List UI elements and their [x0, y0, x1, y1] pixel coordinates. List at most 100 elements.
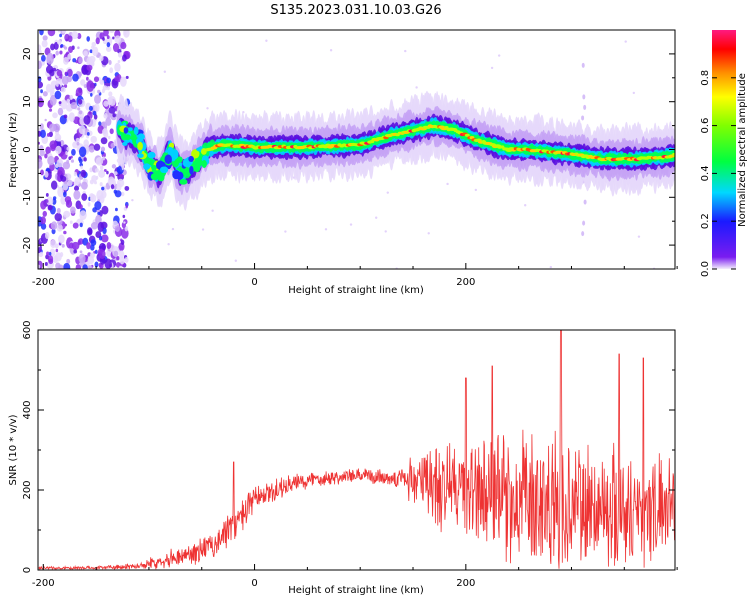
spectrogram-speckle: [95, 156, 104, 166]
spectrogram-speckle: [72, 58, 77, 63]
spectrogram-speckle: [70, 101, 78, 110]
spectrogram-ridge-cell: [201, 160, 207, 168]
spectrogram-ridge-cell: [137, 153, 144, 158]
spectrogram-speckle: [86, 242, 91, 250]
spectrogram-speckle: [99, 165, 104, 170]
spectrogram-speckle: [57, 186, 64, 198]
spectrogram-speckle: [54, 90, 62, 100]
spectrogram-speckle: [122, 54, 127, 62]
spectrogram-speckle: [42, 210, 47, 217]
spectrogram-ylabel: Frequency (Hz): [8, 112, 19, 188]
spectrogram-speckle: [54, 252, 62, 262]
spectrogram-speckle: [63, 262, 71, 269]
spectrogram-speckle: [99, 182, 103, 187]
spectrogram-ridge-core: [464, 133, 470, 137]
spectrogram-speckle: [56, 69, 63, 77]
spectrogram-speckle: [581, 115, 585, 121]
spectrogram-speckle: [75, 137, 80, 143]
spectrogram-speckle: [59, 33, 63, 38]
spectrogram-ridge-cell: [179, 178, 188, 185]
spectrogram-speckle: [265, 39, 268, 42]
spectrogram-speckle: [163, 70, 167, 73]
spectrogram-speckle: [44, 118, 47, 122]
spectrogram-speckle: [78, 71, 82, 77]
spectrogram-speckle: [42, 91, 48, 97]
spectrogram-ytick-label: 10: [22, 95, 33, 108]
spectrogram-xtick-label: 200: [456, 277, 475, 288]
spectrogram-speckle: [94, 94, 101, 104]
spectrogram-ridge-cell: [164, 154, 172, 165]
spectrogram-speckle: [52, 67, 57, 72]
spectrogram-speckle: [106, 42, 111, 48]
spectrogram-speckle: [167, 243, 170, 246]
spectrogram-speckle: [171, 227, 175, 231]
spectrogram-speckle: [94, 249, 98, 254]
spectrogram-speckle: [119, 256, 125, 265]
spectrogram-xtick-label: -200: [32, 277, 55, 288]
spectrogram-speckle: [427, 232, 430, 235]
spectrogram-speckle: [119, 76, 127, 87]
spectrogram-speckle: [632, 91, 636, 95]
spectrogram-speckle: [39, 123, 44, 130]
spectrogram-speckle: [50, 144, 56, 152]
spectrogram-speckle: [122, 214, 126, 219]
spectrogram-speckle: [69, 94, 74, 100]
spectrogram-speckle: [583, 199, 587, 205]
spectrogram-speckle: [106, 242, 112, 249]
spectrogram-speckle: [117, 178, 125, 188]
spectrogram-ridge-core: [672, 152, 675, 157]
spectrogram-speckle: [106, 170, 109, 175]
spectrogram-speckle: [83, 139, 89, 148]
snr-series-line: [38, 330, 675, 570]
spectrogram-speckle: [45, 65, 54, 74]
spectrogram-speckle: [103, 112, 108, 119]
spectrogram-speckle: [68, 156, 72, 161]
colorbar-ticks: 0.0 0.2 0.4 0.6 0.8: [700, 70, 736, 277]
spectrogram-speckle: [56, 39, 62, 45]
spectrogram-speckle: [103, 168, 107, 172]
snr-xtick-label: -200: [32, 578, 55, 589]
spectrogram-speckle: [582, 94, 586, 100]
spectrogram-speckle: [324, 228, 328, 231]
spectrogram-speckle: [108, 178, 116, 187]
spectrogram-speckle: [73, 171, 77, 177]
spectrogram-speckle: [82, 264, 88, 269]
spectrogram-speckle: [83, 115, 91, 125]
spectrogram-speckle: [58, 264, 64, 269]
spectrogram-speckle: [75, 264, 82, 269]
spectrogram-speckle: [114, 62, 121, 72]
spectrogram-speckle: [637, 235, 641, 238]
spectrogram-speckle: [42, 35, 48, 41]
spectrogram-speckle: [101, 243, 106, 251]
spectrogram-speckle: [83, 84, 88, 89]
spectrogram-speckle: [78, 110, 83, 115]
spectrogram-speckle: [114, 190, 122, 198]
spectrogram-speckle: [61, 30, 67, 34]
spectrogram-speckle: [100, 146, 106, 152]
spectrogram-speckle: [47, 204, 53, 211]
spectrogram-speckle: [40, 129, 46, 139]
spectrogram-speckle: [78, 146, 87, 158]
spectrogram-speckle: [112, 220, 118, 227]
spectrogram-speckle: [94, 168, 99, 173]
spectrogram-speckle: [67, 53, 72, 60]
spectrogram-speckle: [69, 220, 73, 224]
spectrogram-ridge-cell: [168, 142, 175, 149]
spectrogram-speckle: [58, 234, 65, 244]
spectrogram-speckle: [60, 86, 66, 93]
spectrogram-speckle: [90, 135, 97, 144]
spectrogram-speckle: [89, 49, 93, 54]
spectrogram-speckle: [47, 30, 56, 37]
spectrogram-speckle: [41, 54, 46, 62]
spectrogram-speckle: [124, 185, 130, 191]
spectrogram-speckle: [61, 244, 65, 248]
spectrogram-speckle: [120, 41, 127, 50]
spectrogram-speckle: [68, 112, 75, 122]
spectrogram-speckle: [94, 103, 100, 112]
spectrogram-speckle: [63, 114, 68, 119]
spectrogram-speckle: [57, 30, 61, 33]
spectrogram-speckle: [105, 117, 112, 126]
snr-frame: [37, 329, 676, 571]
spectrogram-speckle: [93, 143, 101, 151]
